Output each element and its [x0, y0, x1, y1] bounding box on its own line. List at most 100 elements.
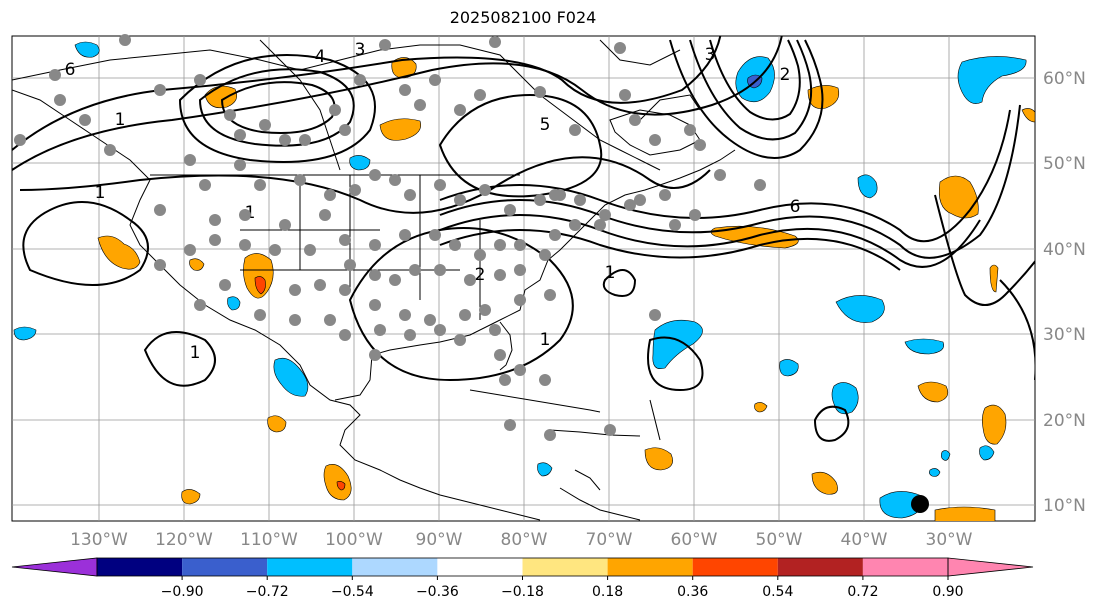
contour-label: 1: [540, 330, 551, 350]
station-dot: [349, 184, 361, 196]
contour-label: 1: [95, 183, 106, 203]
station-dot: [649, 309, 661, 321]
station-dot: [619, 89, 631, 101]
station-dot: [399, 84, 411, 96]
station-dot: [49, 69, 61, 81]
contour-label: 3: [705, 45, 716, 65]
contour-label: 3: [355, 40, 366, 60]
station-dot: [454, 104, 466, 116]
station-dot: [209, 234, 221, 246]
colorbar-segment: [352, 558, 438, 576]
colorbar-tick-label: 0.72: [847, 584, 878, 600]
station-dot: [594, 219, 606, 231]
station-dot: [479, 304, 491, 316]
station-dot: [299, 134, 311, 146]
station-dot: [154, 84, 166, 96]
station-dot: [434, 324, 446, 336]
colorbar-tick-label: −0.54: [331, 584, 374, 600]
station-dot: [344, 259, 356, 271]
colorbar-extend-high: [947, 557, 1034, 577]
contour-label: 1: [115, 110, 126, 130]
longitude-label: 60°W: [671, 530, 718, 550]
colorbar-tick-label: −0.36: [416, 584, 459, 600]
latitude-label: 20°N: [1043, 411, 1086, 431]
station-dot: [454, 334, 466, 346]
station-dot: [314, 279, 326, 291]
station-dot: [319, 209, 331, 221]
station-dot: [154, 204, 166, 216]
contour-labels: 1 1 1 2 3 4 5 6 1 2 3 6 1 1: [65, 40, 801, 363]
station-dot: [544, 429, 556, 441]
station-dot: [279, 219, 291, 231]
station-dot: [379, 39, 391, 51]
station-dot: [324, 189, 336, 201]
station-dot: [389, 274, 401, 286]
station-dot: [339, 329, 351, 341]
station-dot: [399, 229, 411, 241]
station-dot: [489, 324, 501, 336]
colorbar-tick-label: 0.36: [677, 584, 708, 600]
longitude-label: 130°W: [70, 530, 128, 550]
station-dot: [694, 139, 706, 151]
colorbar-segment: [97, 558, 183, 576]
station-dot: [404, 189, 416, 201]
station-dot: [689, 209, 701, 221]
station-dot: [549, 229, 561, 241]
station-dot: [184, 244, 196, 256]
station-dot: [259, 119, 271, 131]
station-dot: [269, 244, 281, 256]
latitude-labels: 60°N 50°N 40°N 30°N 20°N 10°N: [1043, 69, 1086, 516]
station-dot: [104, 144, 116, 156]
station-dot: [414, 99, 426, 111]
map-title: 2025082100 F024: [449, 8, 597, 27]
colorbar-tick-label: −0.90: [161, 584, 204, 600]
station-dot: [474, 89, 486, 101]
longitude-label: 40°W: [841, 530, 888, 550]
longitude-label: 100°W: [325, 530, 383, 550]
station-dot: [669, 219, 681, 231]
station-dot: [714, 169, 726, 181]
station-dot: [499, 374, 511, 386]
station-dot: [324, 314, 336, 326]
contour-label: 2: [475, 265, 486, 285]
station-dot: [404, 329, 416, 341]
colorbar-segment: [862, 558, 948, 576]
station-markers: [14, 34, 766, 441]
station-dot: [684, 124, 696, 136]
station-dot: [649, 134, 661, 146]
station-dot: [429, 229, 441, 241]
station-dot: [79, 114, 91, 126]
station-dot: [369, 269, 381, 281]
station-dot: [389, 174, 401, 186]
station-dot: [494, 239, 506, 251]
station-dot: [424, 314, 436, 326]
colorbar-extend-low: [11, 557, 98, 577]
station-dot: [494, 269, 506, 281]
station-dot: [374, 324, 386, 336]
station-dot: [54, 94, 66, 106]
station-dot: [514, 294, 526, 306]
latitude-label: 60°N: [1043, 69, 1086, 89]
station-dot: [399, 309, 411, 321]
colorbar-tick-label: −0.18: [501, 584, 544, 600]
station-dot: [369, 169, 381, 181]
station-dot: [599, 209, 611, 221]
station-dot: [504, 204, 516, 216]
colorbar-tick-label: 0.54: [762, 584, 793, 600]
contour-label: 1: [605, 263, 616, 283]
station-dot: [369, 349, 381, 361]
station-dot: [514, 264, 526, 276]
station-dot: [184, 154, 196, 166]
colorbar-segment: [267, 558, 353, 576]
colorbar-segment: [607, 558, 693, 576]
colorbar-segment: [437, 558, 523, 576]
station-dot: [569, 219, 581, 231]
station-dot: [154, 259, 166, 271]
station-dot: [479, 184, 491, 196]
station-dot: [369, 299, 381, 311]
contour-label: 4: [315, 47, 326, 67]
anomaly-shading: [13, 41, 1035, 521]
station-dot: [234, 129, 246, 141]
colorbar-segment: [692, 558, 778, 576]
station-dot: [14, 134, 26, 146]
